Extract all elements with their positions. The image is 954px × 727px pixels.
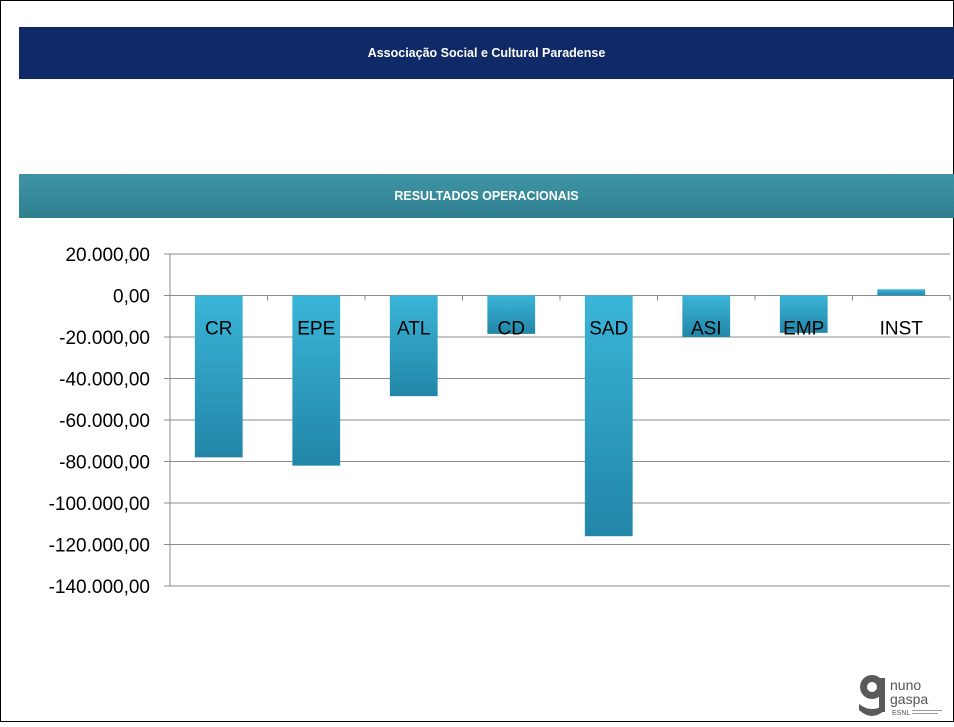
y-tick-label: -120.000,00 xyxy=(49,536,150,557)
logo-text-top: nuno xyxy=(890,677,921,693)
y-tick-label: 20.000,00 xyxy=(65,245,150,266)
organization-banner: Associação Social e Cultural Paradense xyxy=(19,27,954,79)
logo-icon: nuno gaspa ESNL xyxy=(859,675,942,717)
y-tick-label: -40.000,00 xyxy=(59,370,150,391)
bar xyxy=(877,289,926,296)
bar xyxy=(292,295,341,466)
y-tick-label: -20.000,00 xyxy=(59,328,150,349)
bar xyxy=(194,295,243,458)
bar xyxy=(682,295,731,337)
bars xyxy=(194,289,926,537)
section-banner: RESULTADOS OPERACIONAIS xyxy=(19,174,954,218)
category-label: EPE xyxy=(297,319,335,340)
bar xyxy=(389,295,438,397)
category-labels: CR EPE ATL CD SAD ASI EMP INST xyxy=(205,319,923,340)
category-label: EMP xyxy=(783,319,824,340)
category-label: INST xyxy=(880,319,924,340)
category-label: CD xyxy=(498,319,525,340)
y-tick-label: -80.000,00 xyxy=(59,453,150,474)
category-label: SAD xyxy=(589,319,628,340)
gridlines xyxy=(170,253,950,587)
category-label: ATL xyxy=(397,319,430,340)
bar xyxy=(779,295,828,333)
category-label: ASI xyxy=(691,319,722,340)
section-title: RESULTADOS OPERACIONAIS xyxy=(394,189,579,203)
category-label: CR xyxy=(205,319,232,340)
logo-text-bottom: gaspa xyxy=(890,691,928,707)
logo-tag: ESNL xyxy=(892,710,910,717)
bar xyxy=(487,295,536,334)
y-tick-label: 0,00 xyxy=(113,287,150,308)
nuno-gaspar-logo: nuno gaspa ESNL xyxy=(855,668,954,722)
bar xyxy=(584,295,633,537)
y-tick-label: -100.000,00 xyxy=(49,494,150,515)
organization-title: Associação Social e Cultural Paradense xyxy=(367,46,606,60)
y-tick-label: -60.000,00 xyxy=(59,411,150,432)
y-tick-label: -140.000,00 xyxy=(49,577,150,598)
